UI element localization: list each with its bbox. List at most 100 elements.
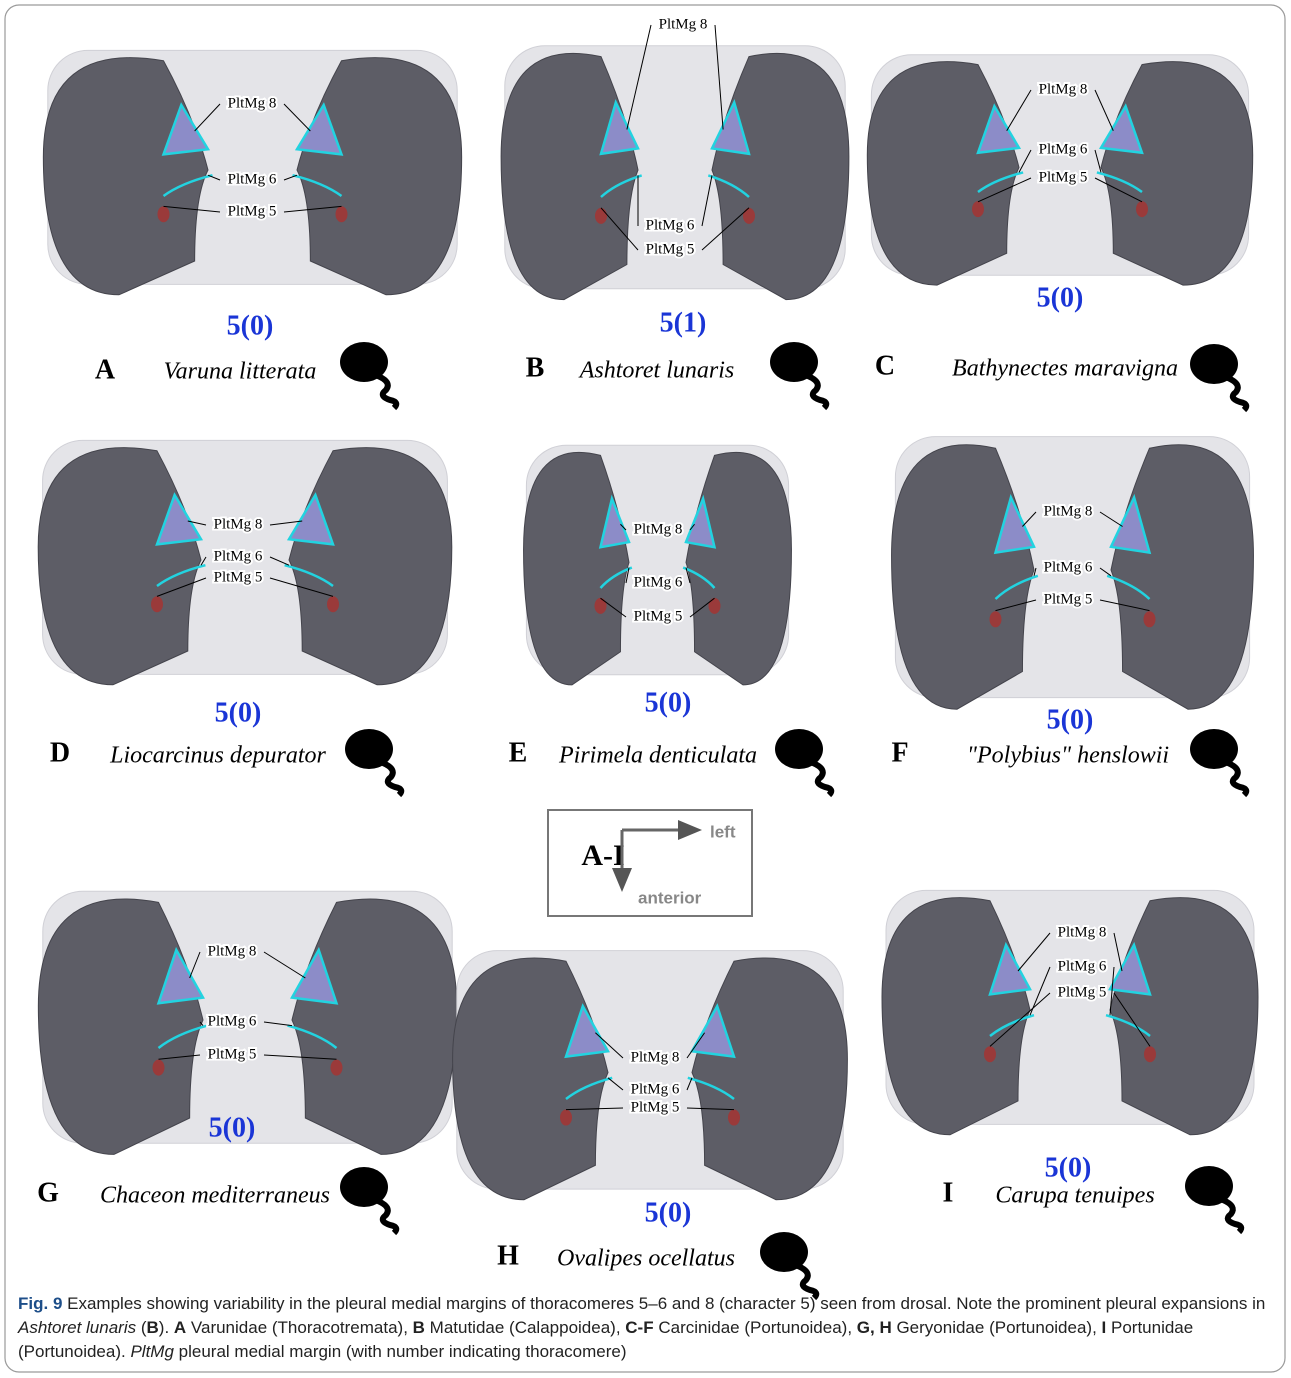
species-name: Varuna litterata <box>164 359 317 385</box>
character-state: 5(0) <box>215 697 262 728</box>
margin-5 <box>728 1110 740 1126</box>
panel: PltMg 8PltMg 6PltMg 55(0)CBathynectes ma… <box>867 55 1252 410</box>
silhouette <box>813 763 831 795</box>
panel: PltMg 8 PltMg 6 PltMg 5 5(0) I Carupa tenuipe… <box>882 890 1258 1232</box>
margin-label: PltMg 6 <box>631 1081 680 1097</box>
key-y-label: anterior <box>638 888 702 907</box>
caption-text: ( <box>136 1318 146 1337</box>
caption-text: pleural medial margin (with number indic… <box>174 1342 627 1361</box>
panel: PltMg 8 PltMg 6 PltMg 5 5(0) E Pirimela denti… <box>509 445 832 795</box>
margin-label: PltMg 5 <box>208 1046 257 1062</box>
margin-label: PltMg 8 <box>631 1049 680 1065</box>
panel: PltMg 8 PltMg 6 PltMg 5 5(0) A Varuna littera… <box>43 50 461 408</box>
margin-label: PltMg 6 <box>214 548 263 564</box>
margin-label: PltMg 5 <box>1044 591 1093 607</box>
margin-label: PltMg 5 <box>631 1099 680 1115</box>
silhouette <box>383 763 401 795</box>
silhouette <box>808 376 826 408</box>
silhouette <box>378 1201 396 1233</box>
caption-text: Examples showing variability in the pleu… <box>62 1294 1265 1313</box>
margin-label: PltMg 8 <box>1044 503 1093 519</box>
margin-label: PltMg 5 <box>646 241 695 257</box>
panel-letter: H <box>497 1240 519 1271</box>
figure: A-I left anterior PltMg 8 PltMg 6 PltMg 5 5… <box>0 0 1291 1378</box>
panel: PltMg 8PltMg 6PltMg 55(0)GChaceon medite… <box>37 891 457 1233</box>
species-name: Bathynectes maravigna <box>952 356 1178 382</box>
caption-text: Carcinidae (Portunoidea), <box>654 1318 857 1337</box>
panel-letter: A <box>95 354 116 385</box>
panel: PltMg 8 PltMg 6 PltMg 5 5(1) B Ashtoret lunar… <box>501 16 849 408</box>
panel: PltMg 8 PltMg 6 PltMg 5 5(0) D Liocarcinus de… <box>38 440 452 795</box>
margin-5 <box>327 596 339 612</box>
character-state: 5(0) <box>645 687 692 718</box>
character-state: 5(0) <box>209 1112 256 1143</box>
margin-label: PltMg 8 <box>228 95 277 111</box>
margin-label: PltMg 6 <box>634 574 683 590</box>
margin-label: PltMg 5 <box>228 203 277 219</box>
orientation-key: A-I left anterior <box>548 810 752 916</box>
margin-5 <box>151 596 163 612</box>
caption-text: A <box>174 1318 186 1337</box>
margin-5 <box>984 1046 996 1062</box>
margin-5 <box>1136 201 1148 217</box>
caption-label: Fig. 9 <box>18 1294 62 1313</box>
margin-label: PltMg 8 <box>634 521 683 537</box>
species-name: Ashtoret lunaris <box>578 358 734 384</box>
key-x-label: left <box>710 822 736 841</box>
key-title: A-I <box>581 839 624 872</box>
silhouette <box>1223 1200 1241 1232</box>
margin-label: PltMg 8 <box>1058 924 1107 940</box>
caption: Fig. 9 Examples showing variability in t… <box>18 1292 1268 1364</box>
margin-label: PltMg 6 <box>1058 958 1107 974</box>
margin-5 <box>972 201 984 217</box>
panel-letter: F <box>891 737 908 768</box>
species-name: Carupa tenuipes <box>995 1183 1154 1209</box>
margin-label: PltMg 8 <box>659 16 708 32</box>
margin-label: PltMg 5 <box>634 608 683 624</box>
panel-letter: C <box>875 350 895 381</box>
margin-5 <box>560 1110 572 1126</box>
species-name: Ovalipes ocellatus <box>557 1246 735 1272</box>
margin-label: PltMg 5 <box>1058 984 1107 1000</box>
margin-5 <box>153 1060 165 1076</box>
margin-label: PltMg 6 <box>208 1013 257 1029</box>
margin-label: PltMg 8 <box>208 943 257 959</box>
margin-5 <box>743 208 755 224</box>
character-state: 5(0) <box>1045 1152 1092 1183</box>
caption-text: Matutidae (Calappoidea), <box>425 1318 625 1337</box>
character-state: 5(1) <box>660 307 707 338</box>
margin-5 <box>1144 611 1156 627</box>
caption-text: C-F <box>625 1318 653 1337</box>
panel-letter: E <box>509 737 528 768</box>
caption-text: ). <box>159 1318 174 1337</box>
panel-letter: B <box>526 352 545 383</box>
margin-5 <box>595 598 607 614</box>
silhouette <box>378 376 396 408</box>
margin-label: PltMg 8 <box>1039 81 1088 97</box>
margin-label: PltMg 6 <box>1039 141 1088 157</box>
margin-5 <box>336 206 348 222</box>
character-state: 5(0) <box>1037 282 1084 313</box>
margin-label: PltMg 8 <box>214 516 263 532</box>
character-state: 5(0) <box>227 310 274 341</box>
panel-letter: D <box>50 737 70 768</box>
caption-text: Ashtoret lunaris <box>18 1318 136 1337</box>
species-name: Chaceon mediterraneus <box>100 1183 330 1209</box>
margin-label: PltMg 6 <box>646 217 695 233</box>
margin-5 <box>331 1060 343 1076</box>
species-name: Liocarcinus depurator <box>109 743 326 769</box>
panel-letter: I <box>943 1177 954 1208</box>
margin-label: PltMg 6 <box>1044 559 1093 575</box>
caption-text: PltMg <box>130 1342 173 1361</box>
margin-label: PltMg 5 <box>214 569 263 585</box>
margin-5 <box>990 611 1002 627</box>
character-state: 5(0) <box>1047 704 1094 735</box>
margin-label: PltMg 6 <box>228 171 277 187</box>
caption-text: Geryonidae (Portunoidea), <box>892 1318 1102 1337</box>
caption-text: B <box>413 1318 425 1337</box>
species-name: Pirimela denticulata <box>558 743 757 769</box>
figure-page: A-I left anterior PltMg 8 PltMg 6 PltMg 5 5… <box>0 0 1291 1378</box>
margin-5 <box>158 206 170 222</box>
